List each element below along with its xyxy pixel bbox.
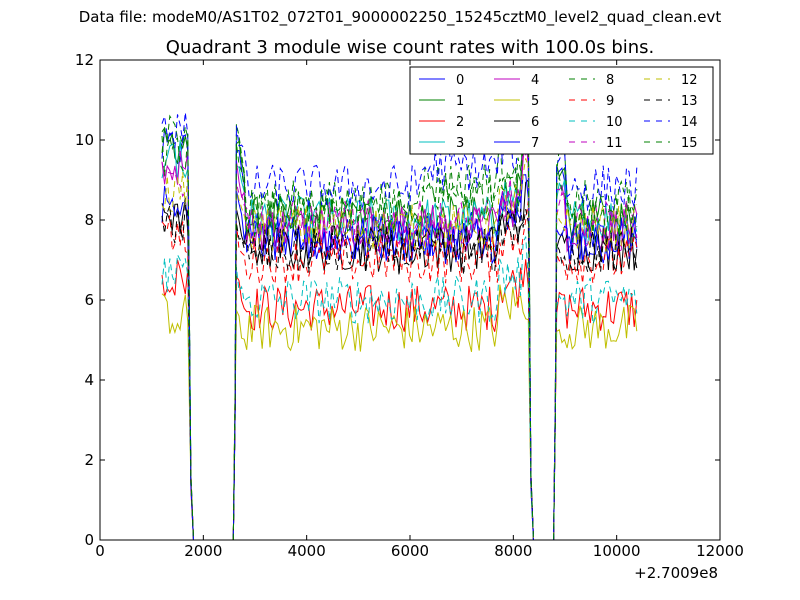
series-line-2: [161, 259, 638, 540]
legend-label-3: 3: [456, 136, 464, 151]
series-line-3: [161, 126, 638, 540]
y-tick-label: 0: [84, 531, 94, 549]
series-lines: [161, 104, 638, 540]
y-tick-label: 4: [84, 371, 94, 389]
legend-label-6: 6: [531, 115, 539, 130]
series-line-10: [161, 236, 638, 540]
legend-label-13: 13: [681, 94, 698, 109]
series-line-5: [161, 284, 638, 540]
y-tick-label: 2: [84, 451, 94, 469]
series-line-9: [161, 201, 638, 540]
legend-label-2: 2: [456, 115, 464, 130]
series-line-12: [161, 158, 637, 540]
series-line-14: [161, 107, 638, 540]
series-line-15: [161, 118, 638, 540]
x-offset-label: +2.7009e8: [634, 564, 718, 582]
x-tick-label: 12000: [696, 542, 744, 560]
legend-frame: [409, 66, 714, 155]
legend-label-14: 14: [681, 115, 698, 130]
x-tick-label: 2000: [184, 542, 222, 560]
chart-title: Quadrant 3 module wise count rates with …: [165, 37, 655, 58]
figure-suptitle: Data file: modeM0/AS1T02_072T01_90000022…: [78, 8, 722, 26]
series-line-6: [161, 178, 638, 540]
series-line-11: [161, 142, 638, 540]
y-tick-label: 6: [84, 291, 94, 309]
y-tick-label: 8: [84, 211, 94, 229]
legend-label-12: 12: [681, 73, 698, 88]
x-tick-label: 0: [95, 542, 105, 560]
legend-label-0: 0: [456, 73, 464, 88]
legend-label-9: 9: [606, 94, 614, 109]
x-tick-label: 4000: [288, 542, 326, 560]
legend-label-10: 10: [606, 115, 623, 130]
legend-label-7: 7: [531, 136, 539, 151]
x-tick-label: 10000: [593, 542, 641, 560]
x-tick-label: 8000: [494, 542, 532, 560]
y-tick-label: 10: [75, 131, 94, 149]
legend-label-1: 1: [456, 94, 464, 109]
x-tick-label: 6000: [391, 542, 429, 560]
legend-label-15: 15: [681, 136, 698, 151]
legend-label-5: 5: [531, 94, 539, 109]
series-line-13: [161, 205, 638, 540]
legend-label-4: 4: [531, 73, 539, 88]
legend-label-8: 8: [606, 73, 614, 88]
y-tick-label: 12: [75, 51, 94, 69]
legend-label-11: 11: [606, 136, 623, 151]
